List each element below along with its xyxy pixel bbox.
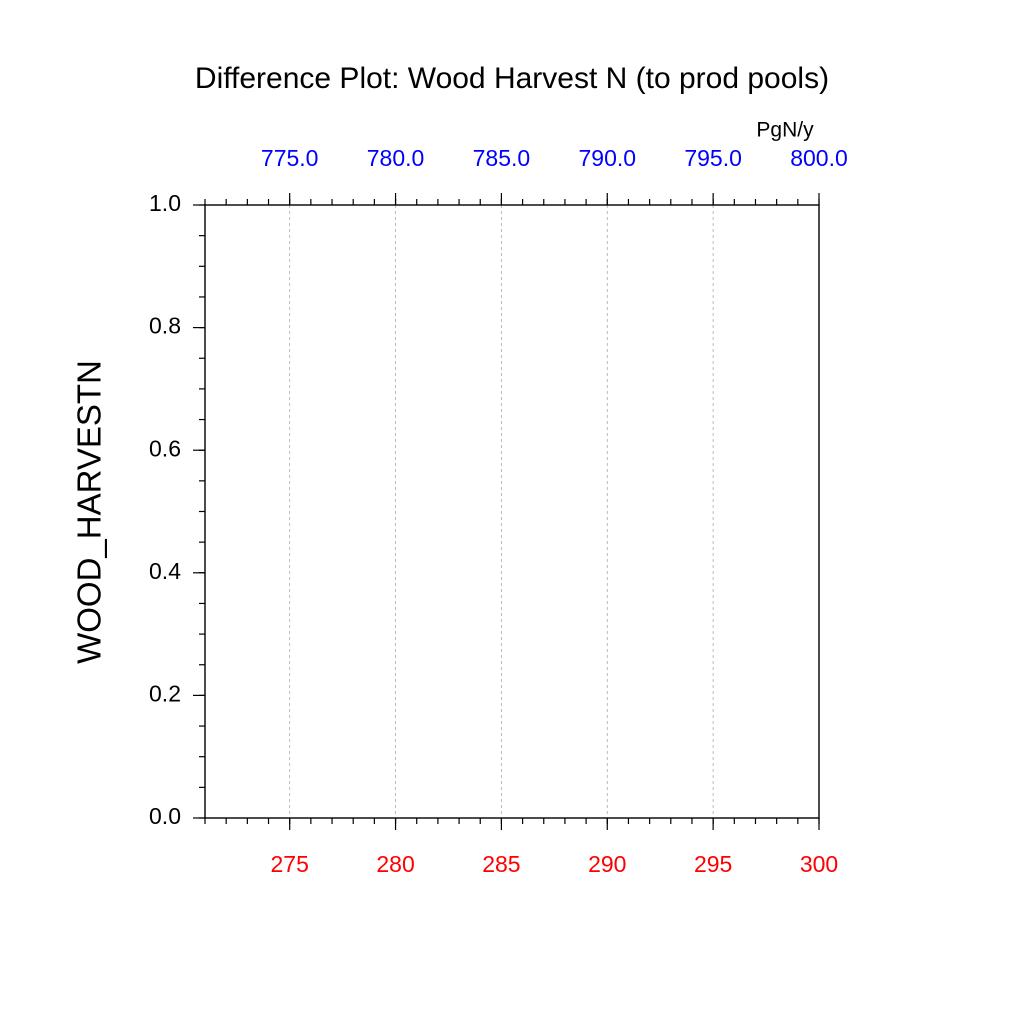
x2-tick-label: 785.0	[473, 145, 531, 171]
y-tick-label: 0.6	[149, 435, 181, 461]
y-tick-label: 1.0	[149, 190, 181, 216]
plot-frame	[204, 204, 820, 819]
x-tick-label: 275	[271, 851, 309, 877]
x2-tick-label: 795.0	[684, 145, 742, 171]
x-tick-label: 285	[482, 851, 520, 877]
chart-title: Difference Plot: Wood Harvest N (to prod…	[195, 62, 829, 95]
y-tick-label: 0.4	[149, 558, 181, 584]
x-tick-label: 295	[694, 851, 732, 877]
y-tick-label: 0.8	[149, 313, 181, 339]
x-tick-label: 300	[800, 851, 838, 877]
y-tick-label: 0.2	[149, 680, 181, 706]
y-axis-label: WOOD_HARVESTN	[71, 360, 108, 664]
x2-tick-label: 800.0	[790, 145, 848, 171]
x-tick-label: 280	[376, 851, 414, 877]
y-tick-label: 0.0	[149, 803, 181, 829]
x-tick-label: 290	[588, 851, 626, 877]
x2-tick-label: 775.0	[261, 145, 319, 171]
x2-axis-label: PgN/y	[756, 119, 814, 142]
x2-tick-label: 780.0	[367, 145, 425, 171]
x2-tick-label: 790.0	[578, 145, 636, 171]
